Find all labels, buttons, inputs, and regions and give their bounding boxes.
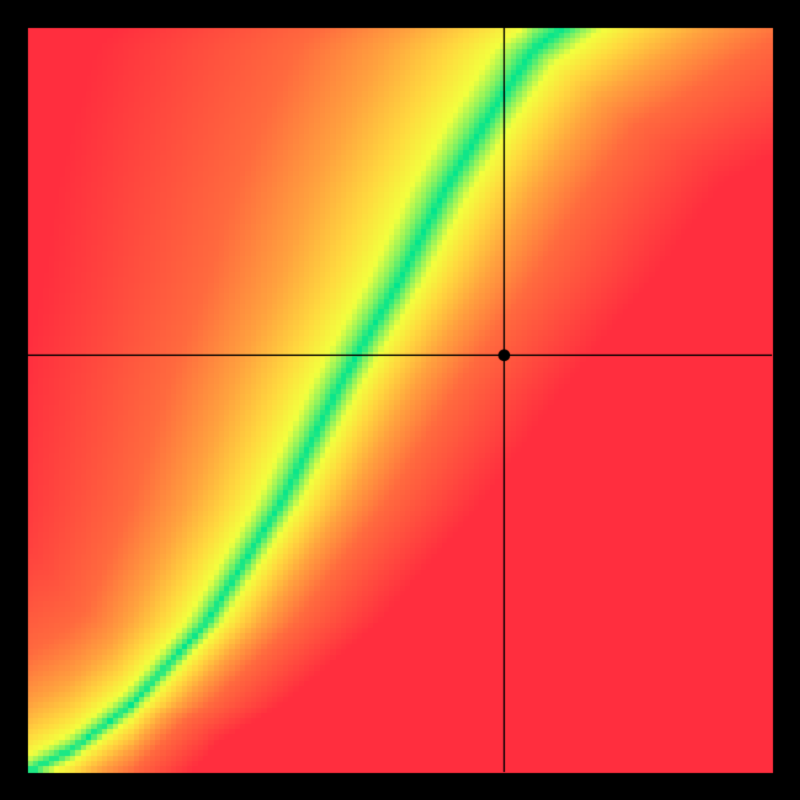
bottleneck-chart: TheBottleneck.com — [0, 0, 800, 800]
heatmap-canvas — [0, 0, 800, 800]
